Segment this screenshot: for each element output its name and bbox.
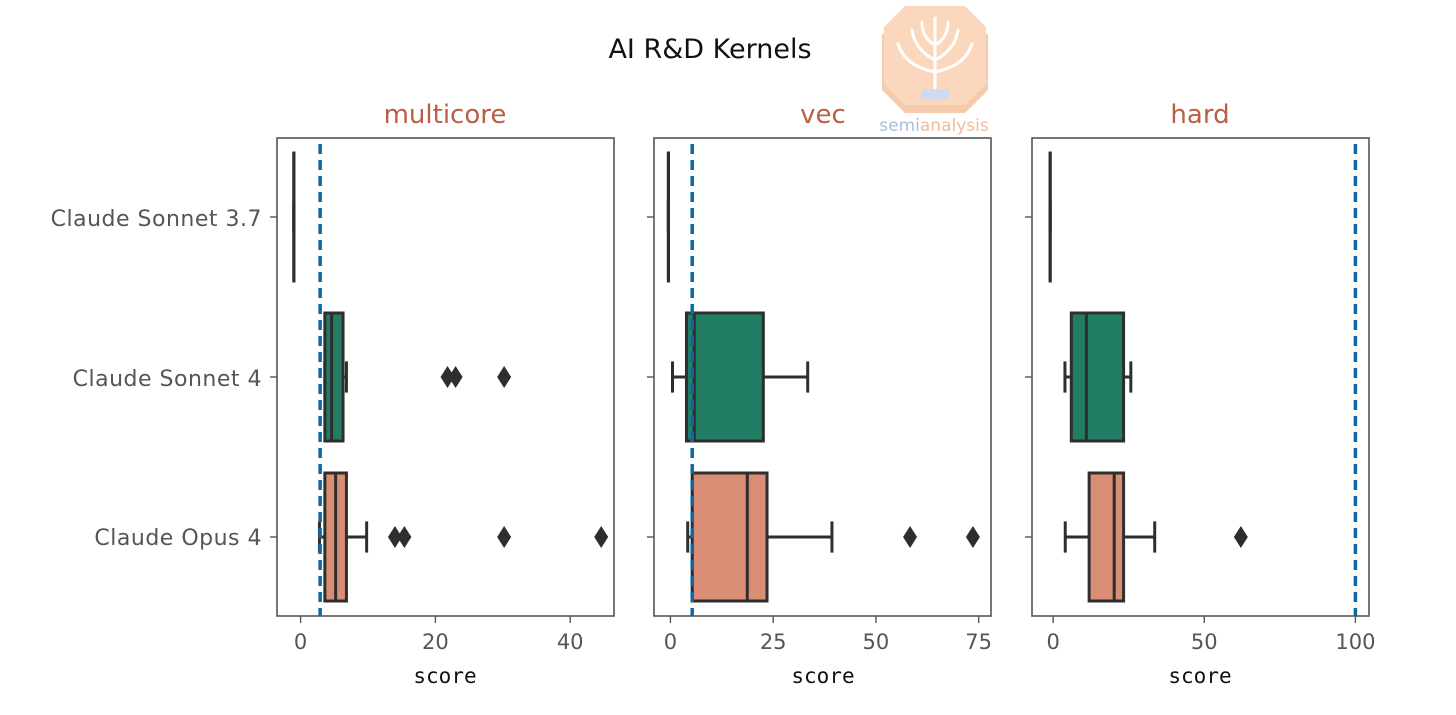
outlier-point	[448, 366, 463, 388]
box	[1069, 311, 1126, 443]
x-tick-label: 50	[1191, 630, 1218, 654]
panel-hard: hard 0 50 100 score	[1025, 100, 1375, 688]
category-label: Claude Opus 4	[94, 526, 262, 551]
panel-marks: 0 20 40	[270, 137, 615, 654]
category-label: Claude Sonnet 3.7	[51, 207, 262, 232]
x-tick-label: 0	[294, 630, 307, 654]
box	[684, 311, 765, 443]
x-tick-label: 100	[1335, 630, 1375, 654]
box	[1087, 471, 1126, 603]
x-axis-label: score	[413, 664, 476, 688]
panel-marks: 0 50 100	[1025, 137, 1375, 654]
x-tick-label: 0	[664, 630, 677, 654]
x-tick-label: 50	[863, 630, 890, 654]
box	[690, 471, 769, 603]
panel-title: vec	[800, 100, 846, 130]
outlier-point	[440, 366, 455, 388]
x-axis-label: score	[791, 664, 854, 688]
x-tick-label: 25	[760, 630, 787, 654]
x-tick-label: 75	[965, 630, 992, 654]
category-label: Claude Sonnet 4	[73, 367, 262, 392]
panel-marks: 0 25 50 75	[647, 137, 992, 654]
watermark-logo: semianalysis	[879, 6, 989, 136]
watermark-text-semi: semi	[879, 116, 920, 136]
category-labels: Claude Sonnet 3.7 Claude Sonnet 4 Claude…	[51, 207, 262, 551]
watermark-text: semianalysis	[879, 116, 989, 136]
figure-title: AI R&D Kernels	[608, 34, 811, 65]
x-tick-label: 40	[557, 630, 584, 654]
box	[323, 311, 345, 443]
watermark-text-analysis: analysis	[920, 116, 989, 136]
outlier-point	[387, 526, 402, 548]
outlier-point	[965, 526, 980, 548]
x-tick-label: 0	[1046, 630, 1059, 654]
logo-base	[921, 89, 949, 99]
tree-icon	[896, 16, 974, 90]
panel-multicore: multicore 0 20 40 score	[270, 100, 615, 688]
outlier-point	[397, 526, 412, 548]
outlier-point	[1233, 526, 1248, 548]
panel-title: multicore	[384, 100, 507, 130]
outlier-point	[497, 366, 512, 388]
x-tick-label: 20	[422, 630, 449, 654]
panel-title: hard	[1170, 100, 1229, 130]
panel-vec: vec 0 25 50 75 score	[647, 100, 992, 688]
x-axis-label: score	[1168, 664, 1231, 688]
outlier-point	[903, 526, 918, 548]
outlier-point	[497, 526, 512, 548]
outlier-point	[594, 526, 609, 548]
